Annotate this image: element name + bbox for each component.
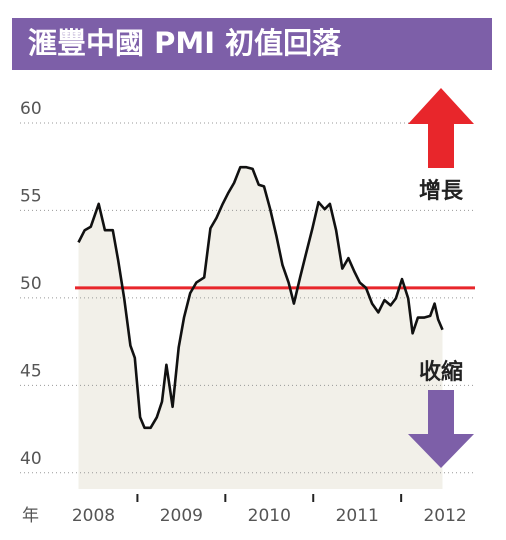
x-tick-label: 2011	[336, 506, 379, 526]
x-tick-label: 2012	[423, 506, 466, 526]
y-tick-label: 40	[20, 449, 42, 469]
x-axis-label: 年	[22, 506, 39, 526]
title-bar	[12, 18, 492, 70]
y-tick-label: 60	[20, 99, 42, 119]
down-arrow	[408, 390, 474, 468]
x-tick-label: 2010	[248, 506, 291, 526]
y-tick-label: 45	[20, 361, 42, 381]
y-tick-label: 55	[20, 186, 42, 206]
annotation: 增長	[419, 178, 464, 204]
up-arrow	[408, 88, 474, 168]
x-tick-label: 2009	[160, 506, 203, 526]
annotation: 收縮	[419, 359, 463, 385]
x-tick-label: 2008	[72, 506, 115, 526]
line	[77, 165, 444, 430]
y-tick-label: 50	[20, 274, 42, 294]
chart-title: 滙豐中國 PMI 初值回落	[28, 26, 342, 60]
area	[78, 167, 443, 489]
